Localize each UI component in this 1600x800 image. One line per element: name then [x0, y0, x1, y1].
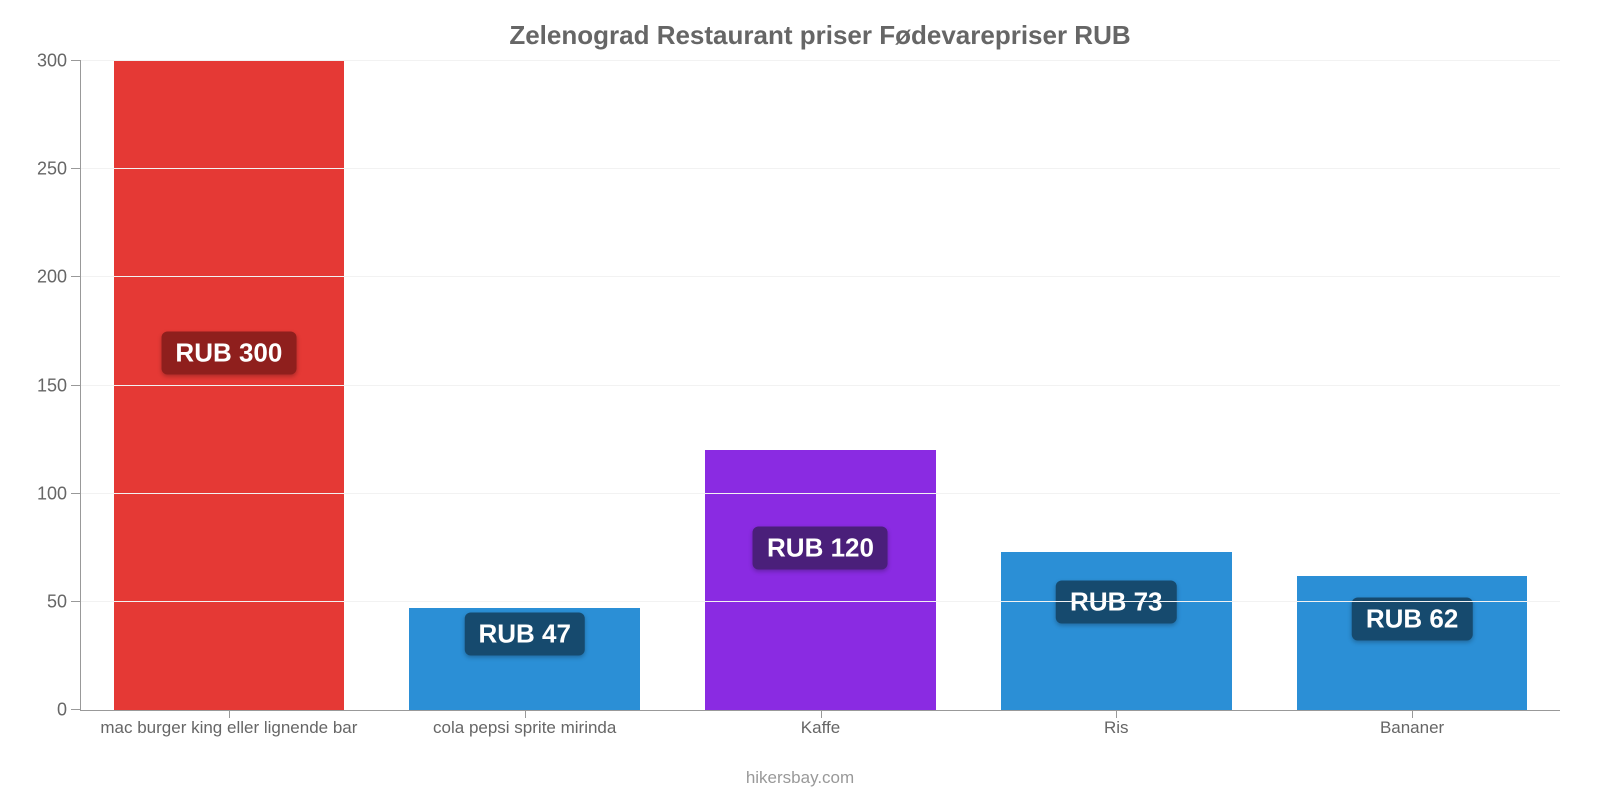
x-axis-label: Kaffe: [673, 718, 969, 738]
y-tick: [71, 60, 81, 61]
x-axis-label: mac burger king eller lignende bar: [81, 718, 377, 738]
x-axis-label: Bananer: [1264, 718, 1560, 738]
y-axis-label: 100: [37, 483, 67, 504]
bar-slot: RUB 300: [81, 61, 377, 710]
bar: [1001, 552, 1232, 710]
chart-title: Zelenograd Restaurant priser Fødevarepri…: [80, 20, 1560, 51]
y-axis-label: 300: [37, 51, 67, 72]
plot-area: RUB 300RUB 47RUB 120RUB 73RUB 62 mac bur…: [80, 61, 1560, 711]
grid-line: [81, 385, 1560, 386]
grid-line: [81, 601, 1560, 602]
bar: [1297, 576, 1528, 710]
bar-value-badge: RUB 47: [464, 613, 584, 656]
y-tick: [71, 709, 81, 710]
x-tick: [821, 710, 822, 718]
x-tick: [1116, 710, 1117, 718]
bar-slot: RUB 73: [968, 61, 1264, 710]
y-tick: [71, 601, 81, 602]
grid-line: [81, 168, 1560, 169]
y-axis-label: 150: [37, 375, 67, 396]
grid-line: [81, 493, 1560, 494]
x-axis-label: Ris: [968, 718, 1264, 738]
x-axis-label: cola pepsi sprite mirinda: [377, 718, 673, 738]
bar-value-badge: RUB 73: [1056, 580, 1176, 623]
bar-slot: RUB 47: [377, 61, 673, 710]
bar: [114, 61, 345, 710]
y-axis-label: 250: [37, 159, 67, 180]
credit-text: hikersbay.com: [0, 768, 1600, 788]
y-axis-label: 200: [37, 267, 67, 288]
x-tick: [229, 710, 230, 718]
bar-value-badge: RUB 300: [161, 332, 296, 375]
bar-value-badge: RUB 120: [753, 526, 888, 569]
y-axis-label: 0: [57, 700, 67, 721]
y-tick: [71, 276, 81, 277]
y-tick: [71, 493, 81, 494]
x-axis-labels: mac burger king eller lignende barcola p…: [81, 718, 1560, 738]
y-tick: [71, 168, 81, 169]
x-tick: [1412, 710, 1413, 718]
grid-line: [81, 276, 1560, 277]
bar: [705, 450, 936, 710]
bar-slot: RUB 62: [1264, 61, 1560, 710]
bar-value-badge: RUB 62: [1352, 598, 1472, 641]
y-tick: [71, 385, 81, 386]
grid-line: [81, 60, 1560, 61]
bar-slot: RUB 120: [673, 61, 969, 710]
x-tick: [525, 710, 526, 718]
y-axis-label: 50: [47, 591, 67, 612]
bars-row: RUB 300 RUB 47 RUB 120 RUB 73 RUB 62: [81, 61, 1560, 710]
chart-container: Zelenograd Restaurant priser Fødevarepri…: [0, 0, 1600, 800]
